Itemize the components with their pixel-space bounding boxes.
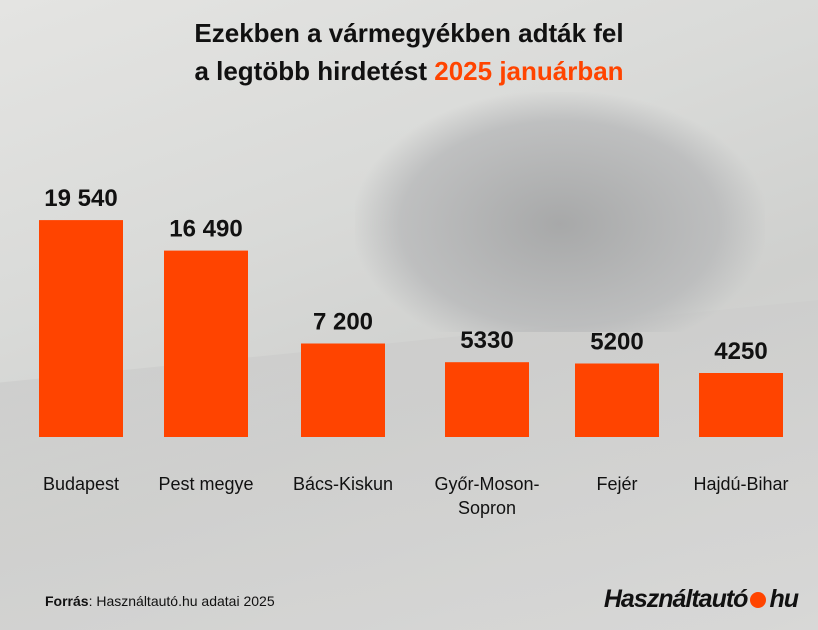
category-label: Sopron	[458, 498, 516, 518]
category-label: Győr-Moson-	[434, 474, 539, 494]
title-accent: 2025 januárban	[434, 56, 624, 86]
category-label: Hajdú-Bihar	[693, 474, 788, 494]
bar	[39, 220, 123, 437]
logo: Használtautó hu	[603, 585, 799, 614]
logo-text-left: Használtautó	[603, 585, 749, 613]
logo-text-right: hu	[769, 585, 799, 613]
source-label: Forrás	[45, 593, 89, 609]
data-label: 7 200	[313, 309, 373, 336]
bar	[164, 250, 248, 437]
data-label: 19 540	[44, 185, 117, 212]
category-label: Budapest	[43, 474, 119, 494]
background-car	[355, 92, 765, 332]
data-label: 5330	[460, 327, 513, 354]
bar	[575, 363, 659, 437]
title-line-2: a legtöbb hirdetést 2025 januárban	[0, 52, 818, 90]
chart-title: Ezekben a vármegyékben adták fel a legtö…	[0, 14, 818, 90]
bar	[445, 362, 529, 437]
source-note: Forrás: Használtautó.hu adatai 2025	[45, 593, 275, 609]
data-label: 16 490	[169, 216, 242, 243]
title-line-1: Ezekben a vármegyékben adták fel	[194, 18, 624, 48]
bar	[301, 343, 385, 437]
category-label: Bács-Kiskun	[293, 474, 393, 494]
category-label: Pest megye	[158, 474, 253, 494]
title-prefix: a legtöbb hirdetést	[194, 56, 435, 86]
source-text: : Használtautó.hu adatai 2025	[88, 593, 275, 609]
category-label: Fejér	[596, 474, 637, 494]
bar	[699, 373, 783, 437]
logo-dot-icon	[750, 591, 767, 608]
data-label: 4250	[714, 338, 767, 365]
data-label: 5200	[590, 329, 643, 356]
